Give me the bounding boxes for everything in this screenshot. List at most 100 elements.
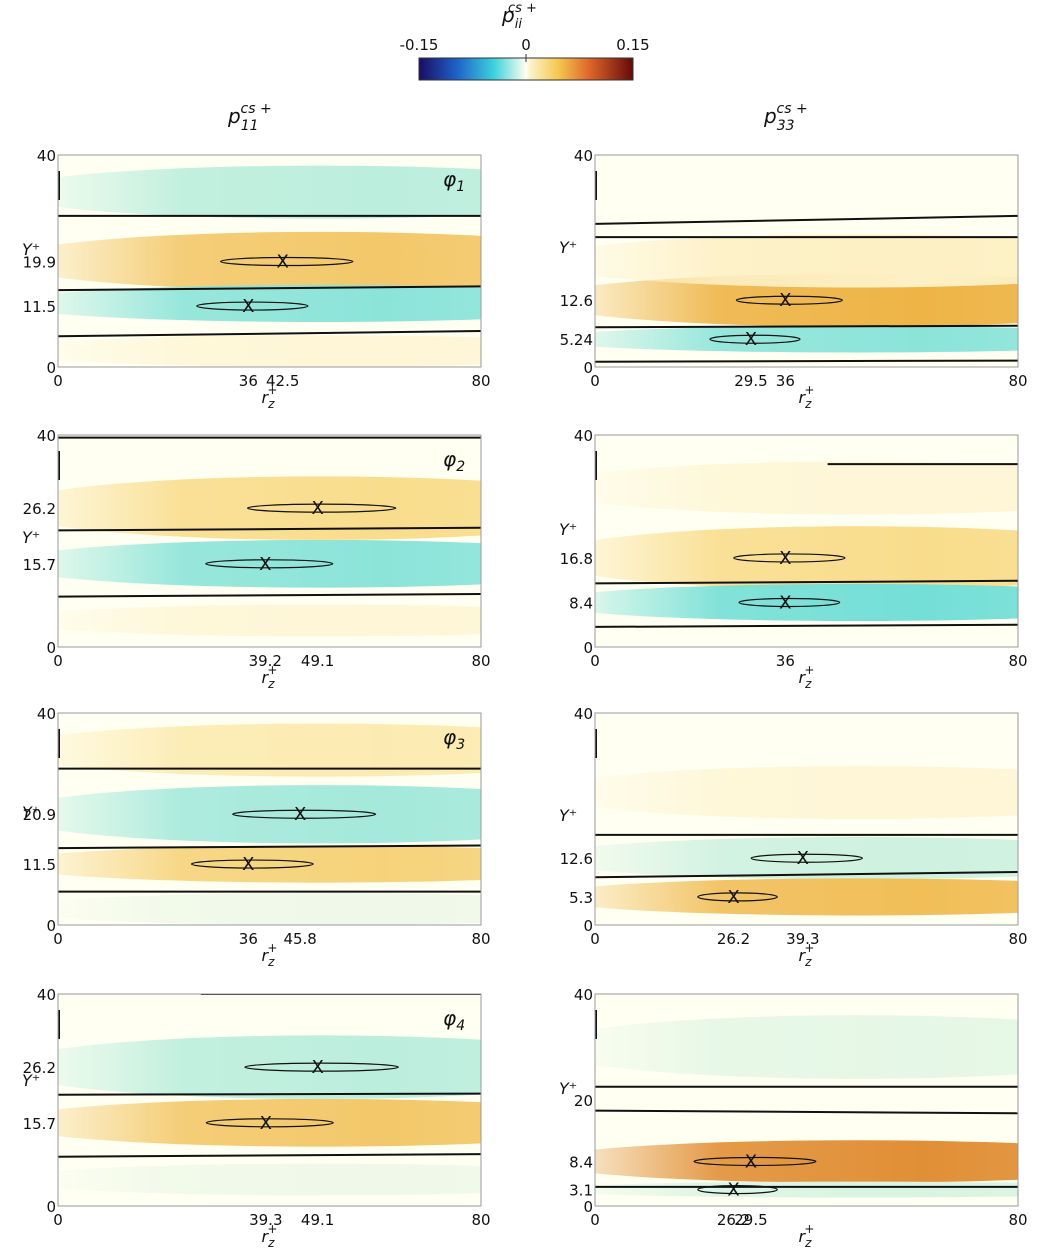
x-axis-label: rz+ — [262, 663, 278, 691]
peak-marker-1: X — [294, 804, 306, 825]
x-tick-label: 29.5 — [734, 372, 767, 390]
y-tick-label: 40 — [574, 147, 593, 165]
field-band-3 — [58, 604, 481, 637]
peak-marker-2: X — [242, 854, 254, 875]
x-tick-label: 36 — [239, 930, 258, 948]
x-tick-label: 39.2 — [249, 652, 282, 670]
peak-marker-2: X — [260, 1113, 272, 1134]
plot-frame — [594, 154, 1019, 368]
y-tick-label: 26.2 — [23, 500, 56, 518]
peak-marker-2: X — [745, 329, 757, 350]
x-tick-label: 26.2 — [717, 930, 750, 948]
peak-marker-1: X — [311, 498, 323, 519]
heatmap-panel-1: X X 0 36 42.5 80 0 11.5 19.9 40 rz+ Y⁺ φ1 — [22, 147, 491, 411]
field-band-1 — [595, 1140, 1018, 1183]
contour-line-2 — [595, 1109, 1018, 1115]
contour-line-3 — [595, 324, 1018, 329]
y-axis-label: Y⁺ — [559, 520, 577, 539]
x-tick-label: 39.3 — [249, 1211, 282, 1229]
y-tick-label: 40 — [37, 705, 56, 723]
y-tick-label: 0 — [583, 639, 593, 657]
colorbar-min-label: -0.15 — [400, 36, 439, 54]
column-title-p33: p33cs + — [763, 101, 808, 134]
peak-contour-1 — [750, 853, 863, 863]
x-tick-label: 0 — [53, 930, 63, 948]
heatmap-panel-4: X X 0 36 80 0 8.4 16.8 40 rz+ Y⁺ — [559, 427, 1028, 691]
y-tick-label: 15.7 — [23, 1115, 56, 1133]
plot-frame — [57, 434, 482, 648]
x-tick-label: 29.5 — [734, 1211, 767, 1229]
y-tick-label: 12.6 — [560, 850, 593, 868]
contour-line-2 — [595, 579, 1018, 585]
plot-frame — [594, 712, 1019, 926]
field-band-1 — [58, 165, 481, 219]
heatmap-panel-5: X X 0 36 45.8 80 0 11.5 20.9 40 rz+ Y⁺ φ3 — [22, 705, 491, 969]
y-tick-label: 12.6 — [560, 292, 593, 310]
x-tick-label: 0 — [590, 372, 600, 390]
y-tick-label: 40 — [574, 705, 593, 723]
x-tick-label: 0 — [53, 372, 63, 390]
peak-marker-1: X — [779, 548, 791, 569]
contour-line-2 — [58, 526, 481, 532]
peak-marker-1: X — [311, 1057, 323, 1078]
y-tick-label: 40 — [37, 427, 56, 445]
field-band-1 — [58, 1035, 481, 1099]
y-tick-label: 40 — [574, 986, 593, 1004]
y-tick-label: 5.24 — [560, 331, 593, 349]
x-tick-label: 80 — [1008, 372, 1027, 390]
field-band-1 — [595, 837, 1018, 880]
x-tick-label: 0 — [590, 652, 600, 670]
phase-label: φ2 — [443, 447, 465, 475]
field-band-3 — [595, 1015, 1018, 1079]
peak-marker-2: X — [242, 296, 254, 317]
field-band-1 — [58, 723, 481, 777]
field-band-3 — [595, 461, 1018, 515]
x-tick-label: 80 — [471, 372, 490, 390]
heatmap-panel-3: X X 0 39.2 49.1 80 0 15.7 26.2 40 rz+ Y⁺ φ2 — [22, 427, 491, 691]
x-tick-label: 26.2 — [717, 1211, 750, 1229]
x-tick-label: 49.1 — [301, 1211, 334, 1229]
peak-contour-1 — [246, 503, 397, 513]
plot-frame — [57, 993, 482, 1207]
contour-line-3 — [58, 330, 481, 338]
y-tick-label: 11.5 — [23, 298, 56, 316]
x-tick-label: 80 — [1008, 930, 1027, 948]
field-band-1 — [595, 526, 1018, 590]
peak-contour-1 — [693, 1156, 817, 1167]
y-axis-label: Y⁺ — [22, 528, 40, 547]
field-band-3 — [595, 234, 1018, 288]
contour-line-3 — [595, 623, 1018, 628]
contour-line-4 — [595, 359, 1018, 363]
peak-contour-1 — [735, 295, 843, 305]
plot-frame — [594, 434, 1019, 648]
column-title-p11: p11cs + — [227, 101, 272, 134]
peak-contour-2 — [738, 597, 841, 608]
peak-contour-2 — [205, 559, 334, 569]
peak-contour-2 — [709, 334, 801, 344]
x-axis-label: rz+ — [799, 941, 815, 969]
y-tick-label: 0 — [46, 359, 56, 377]
field-band-2 — [58, 785, 481, 844]
phase-label: φ4 — [443, 1006, 465, 1034]
heatmap-panel-2: X X 0 29.5 36 80 0 5.24 12.6 40 rz+ Y⁺ — [559, 147, 1028, 411]
contour-line-3 — [58, 1153, 481, 1158]
y-tick-label: 3.1 — [569, 1182, 593, 1200]
y-tick-label: 19.9 — [23, 254, 56, 272]
peak-marker-2: X — [779, 592, 791, 613]
y-tick-label: 0 — [46, 917, 56, 935]
x-axis-label: rz+ — [262, 383, 278, 411]
y-tick-label: 0 — [583, 1198, 593, 1216]
y-tick-label: 8.4 — [569, 1153, 593, 1171]
field-band-2 — [58, 539, 481, 588]
field-band-2 — [595, 1181, 1018, 1198]
y-tick-label: 8.4 — [569, 594, 593, 612]
field-band-2 — [595, 878, 1018, 916]
colorbar-mid-label: 0 — [521, 36, 531, 54]
x-tick-label: 49.1 — [301, 652, 334, 670]
peak-contour-2 — [205, 1118, 334, 1128]
x-tick-label: 0 — [590, 1211, 600, 1229]
x-axis-label: rz+ — [799, 383, 815, 411]
contour-line-2 — [58, 1092, 481, 1096]
x-tick-label: 80 — [1008, 1211, 1027, 1229]
